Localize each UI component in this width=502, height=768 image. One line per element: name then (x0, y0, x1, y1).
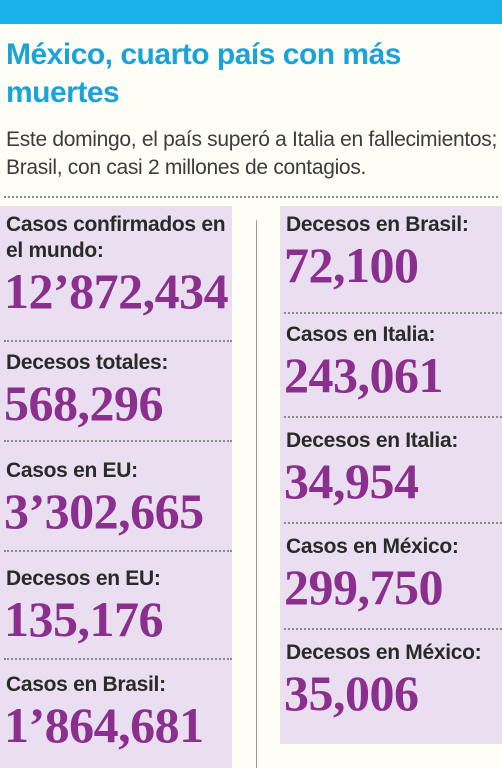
dotted-divider (284, 416, 502, 418)
stat-mexico-deaths: Decesos en México: 35,006 (280, 640, 502, 720)
stat-label: Casos en EU: (6, 459, 138, 482)
stat-value: 3’302,665 (4, 483, 204, 539)
stat-label: Decesos en Italia: (286, 429, 459, 452)
stat-label: Decesos en Brasil: (286, 213, 469, 236)
dek-subtitle: Este domingo, el país superó a Italia en… (6, 128, 497, 179)
stat-label: Decesos en EU: (6, 567, 161, 590)
stat-label: Decesos totales: (6, 351, 169, 374)
left-stats-panel: Casos confirmados en el mundo: 12’872,43… (0, 206, 232, 768)
stat-brazil-deaths: Decesos en Brasil: 72,100 (280, 212, 502, 314)
dotted-divider (4, 340, 232, 342)
stat-label: Casos en Italia: (286, 323, 436, 346)
stat-value: 135,176 (4, 591, 164, 647)
stat-brazil-cases: Casos en Brasil: 1’864,681 (0, 672, 232, 752)
stat-italy-deaths: Decesos en Italia: 34,954 (280, 428, 502, 524)
dotted-divider (284, 312, 502, 314)
dotted-divider (4, 550, 232, 552)
stat-mexico-cases: Casos en México: 299,750 (280, 534, 502, 630)
dotted-divider (4, 440, 232, 442)
stat-label: Casos en México: (286, 535, 459, 558)
stat-value: 12’872,434 (4, 263, 229, 319)
stat-value: 72,100 (284, 237, 419, 293)
stat-total-deaths: Decesos totales: 568,296 (0, 350, 232, 442)
stat-value: 35,006 (284, 665, 419, 721)
stat-value: 299,750 (284, 559, 444, 615)
stat-label: Casos en Brasil: (6, 673, 166, 696)
dotted-divider (4, 658, 232, 660)
stat-value: 243,061 (284, 347, 444, 403)
top-color-bar (0, 0, 502, 24)
dotted-divider (284, 522, 502, 524)
stat-world-cases: Casos confirmados en el mundo: 12’872,43… (0, 212, 232, 342)
stat-value: 34,954 (284, 453, 419, 509)
right-stats-panel: Decesos en Brasil: 72,100 Casos en Itali… (280, 206, 502, 744)
stat-value: 568,296 (4, 375, 164, 431)
stat-us-deaths: Decesos en EU: 135,176 (0, 566, 232, 660)
stat-label: Decesos en México: (286, 641, 482, 664)
stat-value: 1’864,681 (4, 697, 204, 753)
dotted-divider (4, 196, 498, 198)
headline: México, cuarto país con más muertes (6, 38, 401, 109)
dotted-divider (284, 628, 502, 630)
stat-us-cases: Casos en EU: 3’302,665 (0, 458, 232, 552)
column-divider (256, 220, 257, 768)
stat-italy-cases: Casos en Italia: 243,061 (280, 322, 502, 418)
stat-label: Casos confirmados en el mundo: (6, 213, 226, 262)
